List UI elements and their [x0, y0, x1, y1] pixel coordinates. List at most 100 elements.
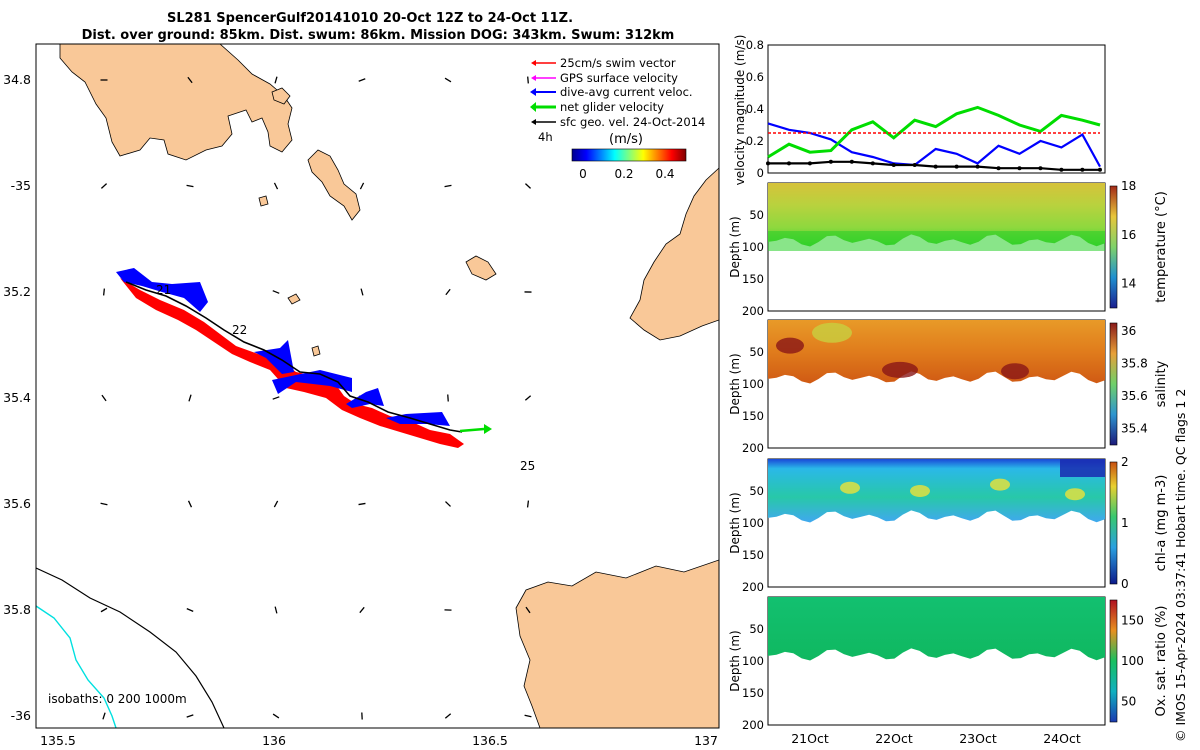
velocity-ylabel: velocity magnitude (m/s) [733, 35, 747, 186]
depth-ylabel: Depth (m) [728, 492, 742, 553]
map-ytick: 35.2 [3, 284, 31, 299]
colorbar-label: temperature (°C) [1154, 191, 1169, 303]
geo-arrow [525, 606, 531, 614]
geo-arrow [358, 502, 366, 506]
geo-arrow [188, 394, 192, 402]
depth-ytick: 50 [749, 484, 764, 498]
depth-ytick: 150 [742, 409, 764, 423]
credit-text: © IMOS 15-Apr-2024 03:37:41 Hobart time.… [1173, 389, 1188, 742]
depth-ytick: 200 [742, 580, 764, 594]
swim-vector-band [120, 278, 464, 448]
depth-ytick: 150 [742, 272, 764, 286]
map-x-ticks: 135.5 136 136.5 137 [40, 733, 718, 748]
thermocline-band [768, 231, 1105, 251]
date-xticks: 21Oct 22Oct 23Oct 24Oct [791, 731, 1081, 746]
profile-colorbar [1109, 322, 1118, 446]
geo-arrow [527, 76, 529, 84]
depth-ytick: 100 [742, 240, 764, 254]
depth-ytick: 100 [742, 654, 764, 668]
velocity-point [1080, 167, 1085, 172]
profile-panel-chl-a: 50 100 150 200 Depth (m) 0 1 2 chl-a (mg m-3) [728, 455, 1169, 594]
map-xtick: 137 [694, 733, 718, 748]
legend-swim: 25cm/s swim vector [531, 56, 676, 70]
geo-arrow [187, 500, 193, 508]
colorbar-label: salinity [1154, 360, 1169, 407]
salinity-maximum [776, 337, 804, 354]
legend-net-label: net glider velocity [560, 100, 664, 114]
depth-ytick: 100 [742, 516, 764, 530]
geo-arrow [524, 714, 532, 718]
geo-arrow [272, 290, 280, 294]
legend-geo-label: sfc geo. vel. 24-Oct-2014 [560, 115, 705, 129]
depth-ytick: 50 [749, 208, 764, 222]
geo-arrow [444, 184, 452, 188]
chl-maximum [840, 481, 860, 494]
velocity-series-line [767, 105, 1101, 159]
velocity-point [933, 164, 938, 169]
colorbar-tick: 14 [1121, 277, 1136, 291]
colorbar-tick: 2 [1121, 455, 1129, 469]
colorbar-tick: 0 [579, 167, 587, 181]
colorbar-tick: 35.8 [1121, 357, 1148, 371]
velocity-series [766, 105, 1102, 172]
geo-arrow [187, 76, 193, 84]
chl-maximum [1065, 488, 1085, 501]
geo-arrow [524, 183, 532, 189]
geo-arrow [186, 184, 194, 188]
velocity-point [1038, 166, 1043, 171]
net-velocity-arrow [459, 427, 485, 433]
profile-field [768, 183, 1105, 247]
day-label-25: 25 [520, 459, 535, 473]
date-xtick: 24Oct [1043, 731, 1081, 746]
profile-field [768, 459, 1105, 523]
profile-panel-oxygen: 50 100 150 200 Depth (m) 50 100 150 Ox. sat. rat… [728, 596, 1169, 732]
depth-ytick: 200 [742, 304, 764, 318]
velocity-point [1059, 167, 1064, 172]
velocity-point [1017, 166, 1022, 171]
legend-geo: sfc geo. vel. 24-Oct-2014 [531, 115, 705, 129]
map-legend: 25cm/s swim vector GPS surface velocity … [530, 56, 705, 181]
colorbar-tick: 35.6 [1121, 389, 1148, 403]
date-xtick: 22Oct [875, 731, 913, 746]
depth-ytick: 50 [749, 345, 764, 359]
map-frame [35, 43, 720, 729]
figure-title-line1: SL281 SpencerGulf20141010 20-Oct 12Z to … [167, 11, 573, 26]
colorbar-label: chl-a (mg m-3) [1154, 475, 1169, 572]
current-vector-band [116, 268, 450, 426]
map-ytick: -35 [11, 178, 31, 193]
colorbar-tick: 16 [1121, 228, 1136, 242]
geo-arrow [273, 182, 279, 190]
date-xtick: 21Oct [791, 731, 829, 746]
legend-net: net glider velocity [530, 100, 664, 114]
geo-arrow [100, 502, 108, 506]
velocity-point [1097, 167, 1102, 172]
map-land [36, 44, 719, 728]
map-xtick: 135.5 [40, 733, 76, 748]
depth-ytick: 100 [742, 377, 764, 391]
colorbar-tick: 50 [1121, 695, 1136, 709]
geo-arrow [186, 714, 194, 718]
map-panel: 21 22 25 25cm/s swim vector GPS surface … [3, 43, 720, 748]
map-xtick: 136 [262, 733, 286, 748]
depth-ylabel: Depth (m) [728, 353, 742, 414]
salinity-fresh-patch [812, 322, 852, 343]
velocity-ytick: 0 [757, 166, 764, 180]
net-glider-path [125, 281, 463, 433]
legend-gps: GPS surface velocity [531, 71, 678, 85]
depth-ytick: 200 [742, 718, 764, 732]
colorbar-tick: 100 [1121, 654, 1144, 668]
speed-colorbar [571, 148, 687, 162]
date-xtick: 23Oct [959, 731, 997, 746]
velocity-axes [767, 44, 1106, 174]
legend-current: dive-avg current veloc. [530, 85, 693, 99]
velocity-point [891, 163, 896, 167]
geo-arrow [358, 78, 366, 82]
net-velocity-arrowhead [484, 424, 492, 434]
depth-ylabel: Depth (m) [728, 216, 742, 277]
geo-arrow [272, 713, 280, 719]
velocity-ytick: 0.2 [746, 134, 764, 148]
velocity-point [975, 164, 980, 169]
colorbar-tick: 0 [1121, 577, 1129, 591]
map-y-ticks: 34.8 -35 35.2 35.4 35.6 35.8 -36 [3, 72, 31, 723]
